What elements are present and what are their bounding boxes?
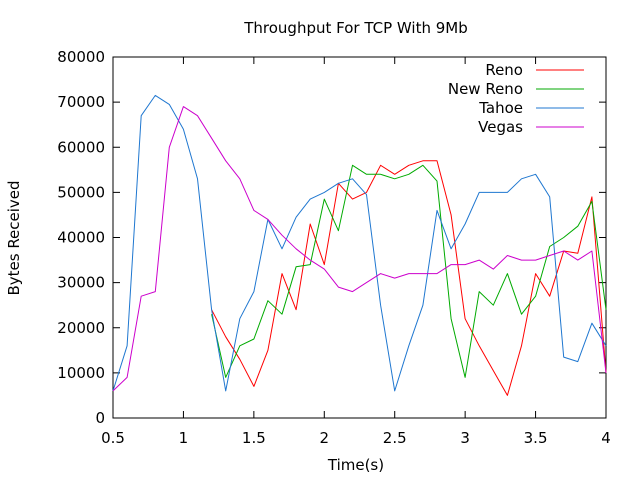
y-tick-label: 40000 <box>57 229 105 247</box>
y-tick-label: 70000 <box>57 93 105 111</box>
y-tick-label: 10000 <box>57 364 105 382</box>
series-lines <box>112 94 607 396</box>
x-tick-label: 3 <box>460 429 470 447</box>
series-line-tahoe <box>112 94 607 392</box>
y-tick-label: 20000 <box>57 319 105 337</box>
legend-label-reno: Reno <box>485 61 523 79</box>
plot-frame <box>112 56 607 419</box>
y-tick-label: 0 <box>95 409 105 427</box>
y-axis-ticks: 0 10000 20000 30000 40000 50000 60000 70000 8000… <box>57 48 606 427</box>
x-tick-label: 0.5 <box>101 429 125 447</box>
x-tick-label: 1.5 <box>242 429 266 447</box>
y-tick-label: 60000 <box>57 138 105 156</box>
x-axis-ticks: 0.5 1 1.5 2 2.5 3 3.5 4 <box>101 57 611 447</box>
plot-border <box>112 56 607 419</box>
x-tick-label: 4 <box>601 429 611 447</box>
x-tick-label: 3.5 <box>524 429 548 447</box>
x-tick-label: 2.5 <box>383 429 407 447</box>
y-tick-label: 80000 <box>57 48 105 66</box>
chart-title: Throughput For TCP With 9Mb <box>243 19 468 37</box>
x-tick-label: 2 <box>320 429 330 447</box>
legend-label-tahoe: Tahoe <box>478 99 523 117</box>
y-axis-title: Bytes Received <box>5 180 23 295</box>
y-tick-label: 30000 <box>57 274 105 292</box>
legend-label-new-reno: New Reno <box>448 80 523 98</box>
series-line-vegas <box>112 106 607 392</box>
x-axis-title: Time(s) <box>327 456 384 474</box>
series-line-new-reno <box>211 164 607 378</box>
x-tick-label: 1 <box>179 429 189 447</box>
y-tick-label: 50000 <box>57 183 105 201</box>
legend-label-vegas: Vegas <box>478 118 523 136</box>
series-line-reno <box>211 160 607 396</box>
